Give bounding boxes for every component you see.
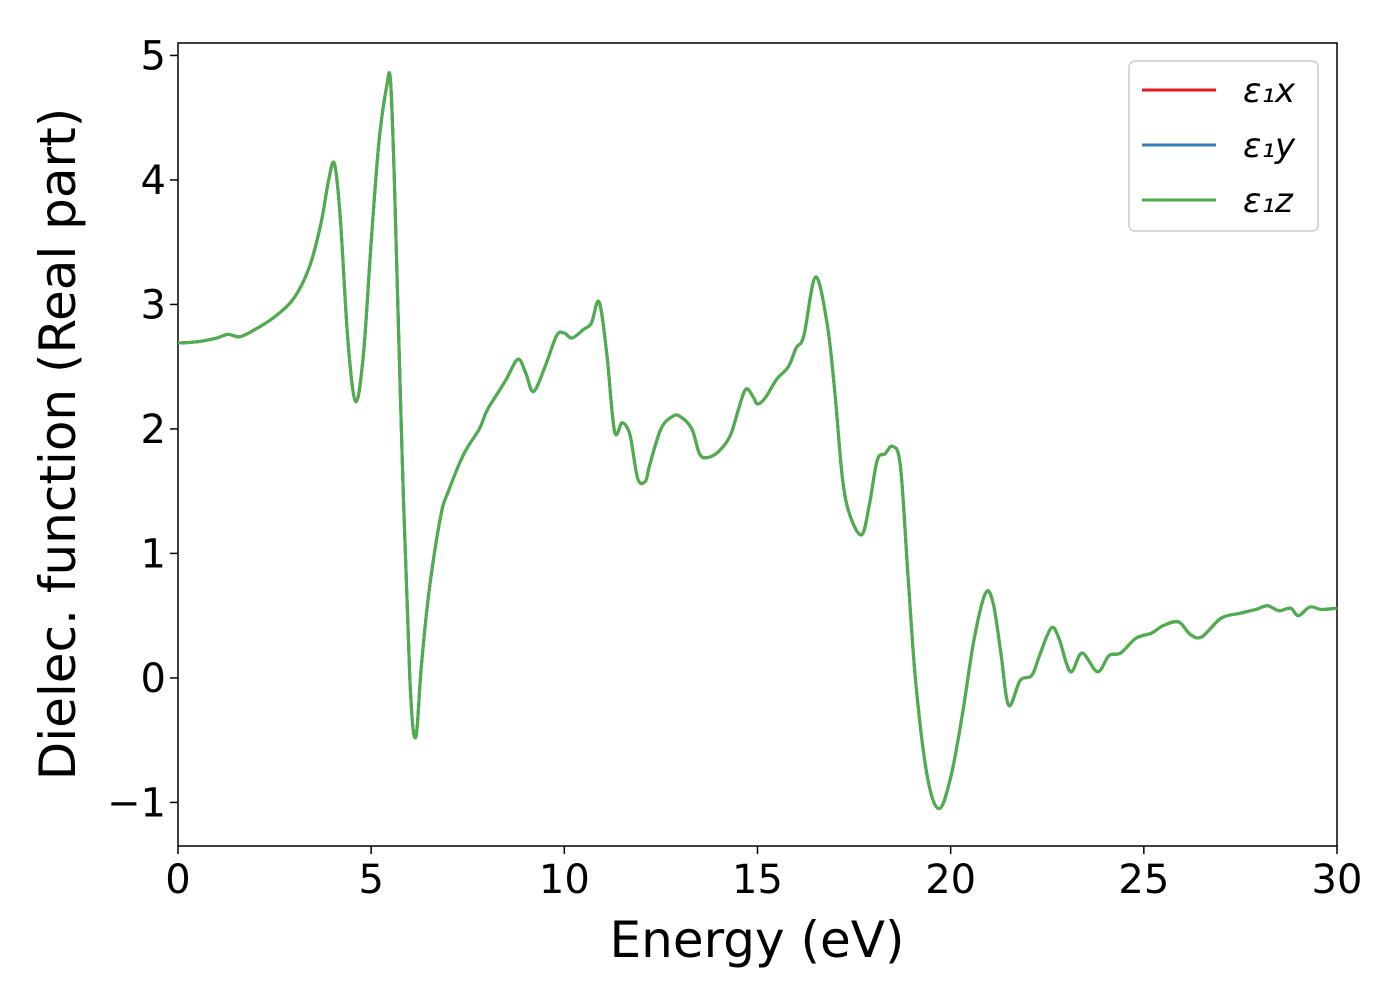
x-tick-label: 30 xyxy=(1312,857,1363,903)
y-tick-label: 2 xyxy=(141,407,166,453)
x-tick-label: 0 xyxy=(165,857,190,903)
x-tick-label: 25 xyxy=(1118,857,1169,903)
x-tick-label: 10 xyxy=(539,857,590,903)
y-tick-label: 1 xyxy=(141,531,166,577)
x-axis-ticks: 0 5 10 15 20 25 30 xyxy=(165,846,1362,903)
legend-label-1: ε₁x xyxy=(1243,71,1296,111)
series-line-3 xyxy=(177,71,1338,811)
legend-label-2: ε₁y xyxy=(1243,126,1296,166)
x-tick-label: 5 xyxy=(358,857,383,903)
legend-box xyxy=(1128,60,1319,232)
x-tick-label: 20 xyxy=(925,857,976,903)
y-axis-title: Dielec. function (Real part) xyxy=(29,108,87,780)
legend-label-3: ε₁z xyxy=(1243,181,1294,221)
y-tick-label: −1 xyxy=(107,780,166,826)
y-tick-label: 5 xyxy=(141,33,166,79)
y-tick-label: 3 xyxy=(141,282,166,328)
y-tick-label: 0 xyxy=(141,656,166,702)
y-axis-ticks: −1 0 1 2 3 4 5 xyxy=(107,33,178,826)
series-layer xyxy=(177,71,1338,811)
legend: ε₁x ε₁y ε₁z xyxy=(1128,60,1319,232)
y-tick-label: 4 xyxy=(141,158,166,204)
x-tick-label: 15 xyxy=(732,857,783,903)
x-axis-title: Energy (eV) xyxy=(610,911,905,969)
legend-items: ε₁x ε₁y ε₁z xyxy=(1142,71,1296,221)
